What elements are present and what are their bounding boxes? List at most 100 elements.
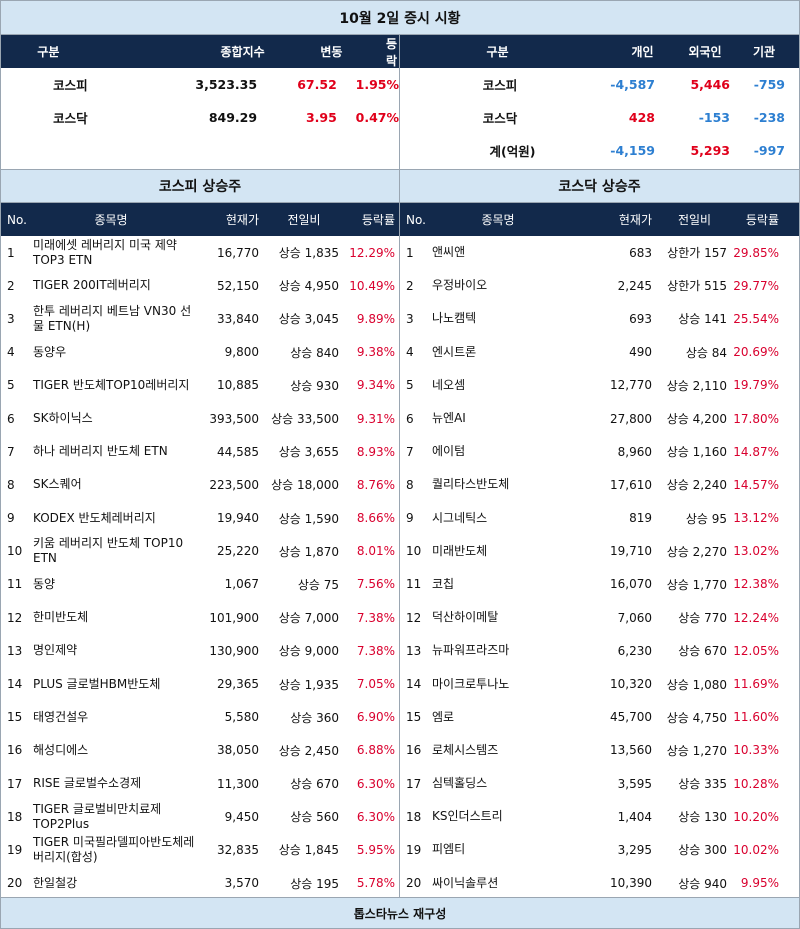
row-no: 20 <box>406 876 422 891</box>
row-no: 15 <box>406 710 422 725</box>
stock-name: 동양 <box>33 576 56 591</box>
stock-name: 마이크로투나노 <box>432 676 510 691</box>
change-rate: 10.33% <box>733 743 779 758</box>
change-rate: 20.69% <box>733 345 779 360</box>
current-price: 52,150 <box>217 278 259 293</box>
stock-name: 동양우 <box>33 344 67 359</box>
header-rate: 등락률 <box>745 213 779 227</box>
index-row: 코스피 3,523.35 67.52 1.95% <box>1 68 399 101</box>
stock-name: 한미반도체 <box>33 610 89 625</box>
index-name: 코스닥 <box>53 111 88 126</box>
row-no: 9 <box>406 511 414 526</box>
row-no: 4 <box>7 345 15 360</box>
index-change: 67.52 <box>297 77 337 92</box>
change-rate: 7.38% <box>356 643 395 658</box>
index-row: 코스닥 849.29 3.95 0.47% <box>1 101 399 134</box>
stock-name: 나노캠텍 <box>432 311 477 326</box>
price-change: 상승 1,935 <box>278 677 339 692</box>
table-row: 11 코칩 16,070 상승 1,770 12.38% <box>400 568 799 601</box>
row-no: 6 <box>7 411 15 426</box>
price-change: 상승 560 <box>290 810 339 825</box>
current-price: 16,070 <box>610 577 652 592</box>
price-change: 상승 2,450 <box>278 743 339 758</box>
current-price: 683 <box>629 245 652 260</box>
individual-value: -4,159 <box>610 143 655 158</box>
row-no: 13 <box>7 643 23 658</box>
price-change: 상승 930 <box>290 378 339 393</box>
stock-name: 엠로 <box>432 709 455 724</box>
stock-name: TIGER 글로벌비만치료제TOP2Plus <box>33 801 162 831</box>
price-change: 상승 3,045 <box>278 312 339 327</box>
table-row: 1 미래에셋 레버리지 미국 제약 TOP3 ETN 16,770 상승 1,835 1… <box>1 236 399 269</box>
price-change: 상승 335 <box>678 777 727 792</box>
price-change: 상승 3,655 <box>278 445 339 460</box>
change-rate: 17.80% <box>733 411 779 426</box>
index-name: 코스피 <box>53 78 88 93</box>
row-no: 17 <box>406 776 422 791</box>
table-row: 8 퀄리타스반도체 17,610 상승 2,240 14.57% <box>400 468 799 501</box>
current-price: 10,390 <box>610 876 652 891</box>
row-no: 12 <box>406 610 422 625</box>
current-price: 44,585 <box>217 444 259 459</box>
price-change: 상승 670 <box>290 777 339 792</box>
current-price: 6,230 <box>617 643 652 658</box>
section-titles: 코스피 상승주 코스닥 상승주 <box>1 170 799 203</box>
stock-name: SK스퀘어 <box>33 477 82 492</box>
index-rate: 0.47% <box>355 110 399 125</box>
table-row: 6 SK하이닉스 393,500 상승 33,500 9.31% <box>1 402 399 435</box>
current-price: 12,770 <box>610 378 652 393</box>
index-change: 3.95 <box>305 110 337 125</box>
change-rate: 13.02% <box>733 544 779 559</box>
change-rate: 9.38% <box>356 345 395 360</box>
price-change: 상승 1,870 <box>278 544 339 559</box>
current-price: 5,580 <box>224 710 259 725</box>
table-row: 5 네오셈 12,770 상승 2,110 19.79% <box>400 369 799 402</box>
current-price: 25,220 <box>217 544 259 559</box>
price-change: 상승 9,000 <box>278 644 339 659</box>
row-no: 2 <box>406 278 414 293</box>
stock-name: 태영건설우 <box>33 709 89 724</box>
header-rate: 등락 <box>386 36 398 68</box>
stock-name: 앤씨앤 <box>432 245 466 260</box>
foreign-value: 5,446 <box>690 77 730 92</box>
stock-name: 한일철강 <box>33 875 78 890</box>
table-row: 20 한일철강 3,570 상승 195 5.78% <box>1 867 399 900</box>
investor-name: 코스피 <box>482 78 518 93</box>
current-price: 10,320 <box>610 677 652 692</box>
change-rate: 8.66% <box>356 511 395 526</box>
investor-name: 코스닥 <box>482 111 518 126</box>
row-no: 19 <box>406 842 422 857</box>
header-category: 구분 <box>37 45 60 59</box>
institution-value: -759 <box>753 77 785 92</box>
change-rate: 6.88% <box>356 743 395 758</box>
table-row: 9 시그네틱스 819 상승 95 13.12% <box>400 502 799 535</box>
current-price: 130,900 <box>209 643 259 658</box>
investor-table-header: 구분 개인 외국인 기관 <box>400 35 799 68</box>
change-rate: 12.29% <box>349 245 395 260</box>
table-row: 14 PLUS 글로벌HBM반도체 29,365 상승 1,935 7.05% <box>1 667 399 700</box>
index-table: 구분 종합지수 변동 등락 코스피 3,523.35 67.52 1.95% 코… <box>1 35 400 169</box>
current-price: 10,885 <box>217 378 259 393</box>
kospi-gainers-table: No. 종목명 현재가 전일비 등락률 1 미래에셋 레버리지 미국 제약 TOP3 ETN… <box>1 203 400 900</box>
price-change: 상승 1,845 <box>278 843 339 858</box>
row-no: 10 <box>406 544 422 559</box>
row-no: 12 <box>7 610 23 625</box>
current-price: 1,067 <box>224 577 259 592</box>
current-price: 3,595 <box>617 776 652 791</box>
stock-name: 한투 레버리지 베트남 VN30 선물 ETN(H) <box>33 303 192 333</box>
table-row: 3 나노캠텍 693 상승 141 25.54% <box>400 302 799 335</box>
kosdaq-gainers-table: No. 종목명 현재가 전일비 등락률 1 앤씨앤 683 상한가 157 29.85% 2 우정바이… <box>400 203 799 900</box>
header-change: 전일비 <box>287 213 321 227</box>
stock-name: 미래에셋 레버리지 미국 제약 TOP3 ETN <box>33 237 177 267</box>
stock-name: 심텍홀딩스 <box>432 776 488 791</box>
price-change: 상승 195 <box>290 876 339 891</box>
row-no: 3 <box>406 311 414 326</box>
price-change: 상승 75 <box>297 577 339 592</box>
price-change: 상승 7,000 <box>278 611 339 626</box>
change-rate: 5.95% <box>356 842 395 857</box>
change-rate: 8.01% <box>356 544 395 559</box>
individual-value: -4,587 <box>610 77 655 92</box>
page-title: 10월 2일 증시 시황 <box>1 1 799 35</box>
header-change: 전일비 <box>677 213 712 227</box>
table-row: 4 동양우 9,800 상승 840 9.38% <box>1 336 399 369</box>
